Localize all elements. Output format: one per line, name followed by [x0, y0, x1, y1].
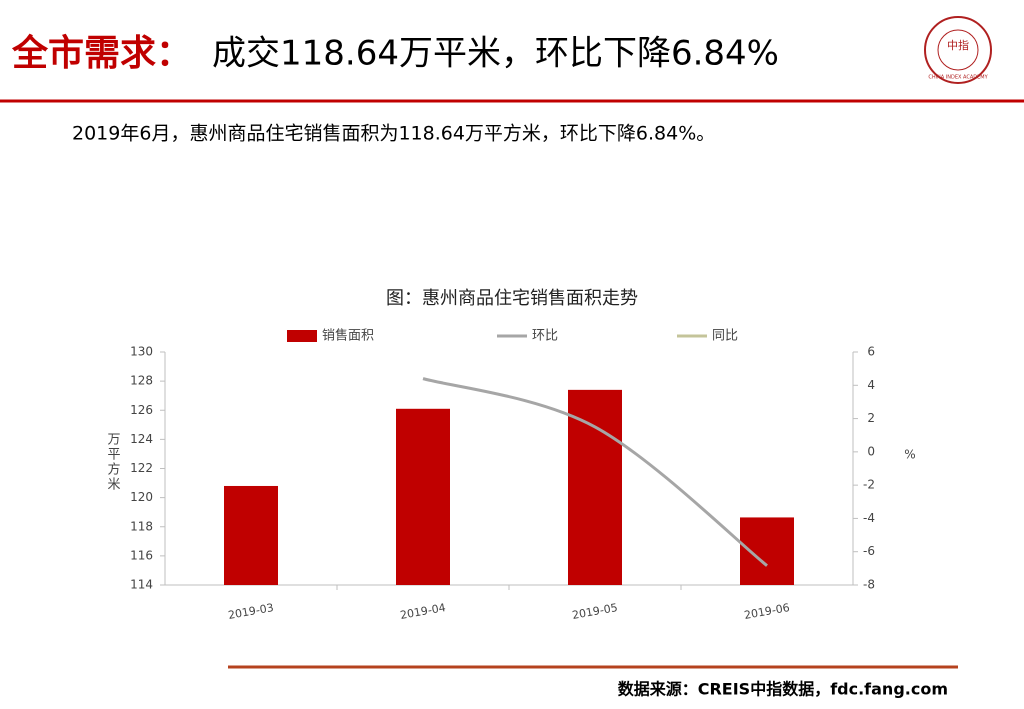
y2-tick-label: 2: [867, 411, 875, 425]
title-lead: 全市需求：: [11, 32, 192, 74]
y2-tick-label: -8: [863, 578, 875, 592]
logo: 中指 CHINA INDEX ACADEMY: [924, 16, 992, 84]
y2-tick-label: -2: [863, 478, 875, 492]
y2-tick-label: 6: [867, 345, 875, 359]
y-tick-label: 128: [130, 374, 153, 388]
x-tick-label: 2019-03: [227, 601, 275, 622]
y2-tick-label: 0: [867, 444, 875, 458]
y2-tick-label: 4: [867, 378, 875, 392]
logo-inner: [937, 29, 979, 71]
y-tick-label: 122: [130, 461, 153, 475]
title-rest: 成交118.64万平米，环比下降6.84%: [212, 34, 779, 74]
y-tick-label: 130: [130, 345, 153, 359]
bar: [224, 485, 278, 585]
y-tick-label: 118: [130, 519, 153, 533]
source: 数据来源：CREIS中指数据，fdc.fang.com: [618, 680, 948, 699]
logo-ring: [924, 16, 992, 84]
x-tick-label: 2019-06: [743, 601, 791, 622]
x-tick-label: 2019-04: [399, 601, 447, 622]
y2-axis-label: %: [904, 448, 915, 462]
summary: 2019年6月，惠州商品住宅销售面积为118.64万平方米，环比下降6.84%。: [72, 123, 715, 145]
bar: [568, 389, 622, 585]
legend-label: 环比: [532, 329, 558, 344]
y-tick-label: 120: [130, 490, 153, 504]
x-tick-label: 2019-05: [571, 601, 619, 622]
y-tick-label: 114: [130, 578, 153, 592]
bar: [396, 408, 450, 585]
legend-label: 销售面积: [322, 328, 374, 344]
y2-tick-label: -6: [863, 544, 875, 558]
legend-swatch: [287, 330, 317, 342]
chart-title: 图：惠州商品住宅销售面积走势: [386, 288, 638, 309]
y-tick-label: 116: [130, 548, 153, 562]
y-tick-label: 126: [130, 403, 153, 417]
y-axis-label: 万平方米: [105, 432, 121, 492]
logo-text: 中指: [947, 38, 969, 52]
y2-tick-label: -4: [863, 511, 875, 525]
legend-label: 同比: [712, 329, 738, 344]
line-series: [422, 377, 768, 567]
y-tick-label: 124: [130, 432, 153, 446]
logo-caption: CHINA INDEX ACADEMY: [928, 75, 988, 81]
